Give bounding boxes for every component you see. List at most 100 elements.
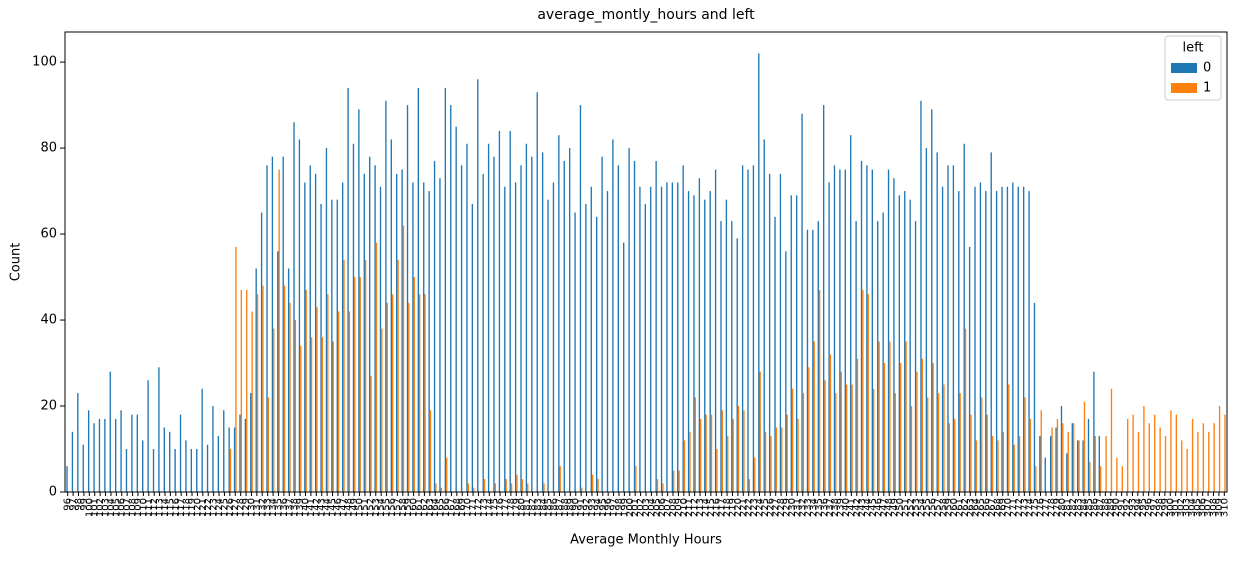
bar <box>412 182 414 492</box>
bar <box>369 156 371 492</box>
legend-label: 0 <box>1203 61 1211 76</box>
x-tick-label: 297 <box>1149 498 1160 517</box>
bar <box>1029 418 1032 492</box>
bar <box>77 393 79 492</box>
bar <box>872 388 875 492</box>
bar <box>763 139 765 493</box>
bar <box>363 173 365 493</box>
bar <box>482 173 484 493</box>
bar <box>887 169 890 492</box>
x-tick-label: 303 <box>1181 498 1192 517</box>
bar <box>1132 414 1134 492</box>
bar <box>440 487 442 492</box>
x-tick-label: 96 <box>63 498 74 511</box>
x-tick-label: 255 <box>922 498 933 517</box>
bar <box>856 358 859 492</box>
x-tick-label: 233 <box>803 498 814 517</box>
x-tick-label: 300 <box>1165 498 1176 517</box>
x-tick-label: 146 <box>333 498 344 517</box>
bar <box>114 418 117 492</box>
bar <box>1159 427 1161 492</box>
bar <box>1062 423 1064 492</box>
bar <box>990 152 992 492</box>
bar <box>693 195 695 492</box>
x-tick-label: 224 <box>754 498 765 517</box>
x-tick-label: 165 <box>436 498 447 517</box>
x-tick-label: 291 <box>1117 498 1128 517</box>
x-tick-label: 223 <box>749 498 760 517</box>
bar <box>921 358 923 492</box>
bar <box>419 294 421 492</box>
x-tick-label: 106 <box>117 498 128 517</box>
bar <box>698 178 701 493</box>
x-tick-label: 123 <box>209 498 220 517</box>
bar <box>385 100 387 493</box>
x-tick-label: 234 <box>809 498 820 517</box>
bar <box>991 436 994 492</box>
bar <box>900 363 902 492</box>
x-tick-label: 173 <box>479 498 490 517</box>
bar <box>747 169 749 492</box>
x-tick-label: 135 <box>273 498 284 517</box>
x-tick-label: 225 <box>760 498 771 517</box>
x-axis-label: Average Monthly Hours <box>570 533 722 548</box>
bar <box>882 212 884 493</box>
x-tick-label: 152 <box>365 498 376 517</box>
bar <box>941 186 944 492</box>
x-tick-label: 150 <box>355 498 366 517</box>
bar <box>98 418 101 492</box>
bar <box>120 410 122 492</box>
x-tick-label: 240 <box>841 498 852 517</box>
x-tick-label: 258 <box>938 498 949 517</box>
x-tick-label: 147 <box>338 498 349 517</box>
bar <box>768 173 771 493</box>
bar <box>656 479 659 492</box>
bar <box>894 393 896 492</box>
bar <box>298 139 301 493</box>
x-tick-label: 286 <box>1090 498 1101 517</box>
bar <box>516 474 518 492</box>
bar <box>287 268 290 492</box>
x-tick-label: 120 <box>192 498 203 517</box>
x-tick-label: 236 <box>819 498 830 517</box>
x-tick-label: 278 <box>1046 498 1057 517</box>
y-tick-label: 0 <box>49 485 57 500</box>
bar <box>943 384 945 492</box>
x-tick-label: 195 <box>598 498 609 517</box>
bar <box>341 182 344 492</box>
bar <box>845 384 848 492</box>
bar <box>487 143 490 492</box>
x-tick-label: 126 <box>225 498 236 517</box>
x-tick-label: 243 <box>857 498 868 517</box>
bar <box>467 483 469 492</box>
x-tick-label: 129 <box>241 498 252 517</box>
bar <box>1087 418 1090 492</box>
bar <box>1082 440 1084 492</box>
bar <box>1024 397 1026 492</box>
x-tick-label: 124 <box>214 498 225 517</box>
bar <box>727 436 729 492</box>
x-tick-label: 239 <box>836 498 847 517</box>
bar <box>413 277 415 492</box>
bar <box>844 169 846 492</box>
bar <box>505 479 507 492</box>
x-tick-label: 183 <box>533 498 544 517</box>
bar <box>655 160 657 492</box>
bar <box>568 148 571 492</box>
x-tick-label: 252 <box>906 498 917 517</box>
bar <box>770 436 772 492</box>
bar <box>1191 418 1194 492</box>
x-tick-label: 238 <box>830 498 841 517</box>
bar <box>889 341 891 492</box>
bar <box>700 418 702 492</box>
bar <box>1164 436 1167 492</box>
x-tick-label: 110 <box>138 498 149 517</box>
bar <box>266 165 268 492</box>
bar <box>1001 186 1003 492</box>
x-tick-label: 189 <box>565 498 576 517</box>
x-tick-label: 143 <box>317 498 328 517</box>
x-tick-label: 251 <box>900 498 911 517</box>
x-tick-label: 140 <box>301 498 312 517</box>
bar <box>283 285 286 492</box>
bar <box>970 414 972 492</box>
